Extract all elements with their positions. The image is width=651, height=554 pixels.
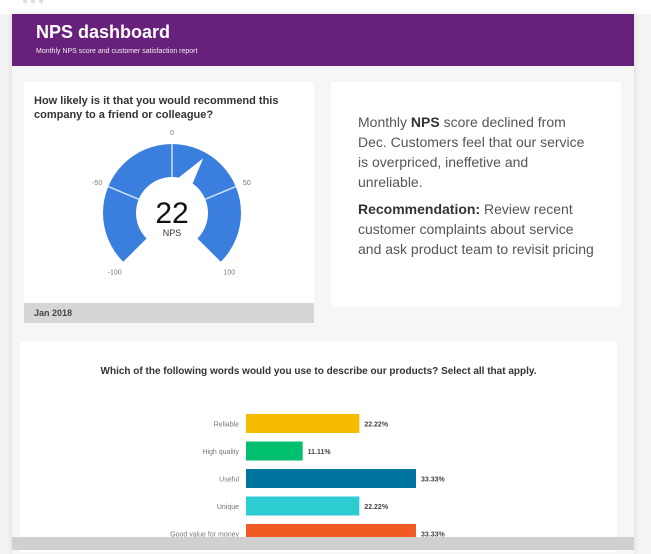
bar-value-label: 33.33%: [421, 532, 446, 539]
chart-title: Which of the following words would you u…: [100, 366, 537, 377]
dashboard-card: NPS dashboard Monthly NPS score and cust…: [12, 14, 634, 554]
bar-category-label: Unique: [217, 504, 239, 511]
gauge-date: Jan 2018: [24, 303, 314, 323]
bar-category-label: Reliable: [214, 422, 239, 429]
gauge-value: 22: [155, 197, 188, 230]
bar-value-label: 11.11%: [308, 449, 332, 456]
gauge-tick-label: -50: [92, 180, 102, 187]
bar-category-label: High quality: [202, 449, 239, 456]
scrollbar-area[interactable]: [12, 537, 634, 550]
bar-value-label: 22.22%: [364, 504, 389, 511]
gauge-label: NPS: [163, 228, 182, 238]
insight-panel: Monthly NPS score declined from Dec. Cus…: [331, 82, 621, 307]
bar: [246, 469, 416, 488]
bar-value-label: 33.33%: [421, 477, 446, 484]
bar-chart: Reliable 22.22% High quality 11.11% Useful 33…: [170, 414, 446, 543]
gauge-arc: [103, 144, 242, 262]
window-topbar: ●●●: [0, 0, 651, 14]
insight-text: Monthly NPS score declined from Dec. Cus…: [358, 114, 585, 190]
nps-gauge-panel: How likely is it that you would recommen…: [24, 82, 314, 323]
bar-value-label: 22.22%: [364, 422, 389, 429]
bar-category-label: Useful: [219, 477, 239, 484]
gauge-tick-label: -100: [108, 269, 122, 276]
gauge-tick-label: 0: [170, 130, 174, 137]
gauge-tick-label: 100: [223, 269, 235, 276]
recommendation-text: Recommendation: Review recent customer c…: [358, 201, 594, 257]
gauge-divider: [107, 185, 140, 200]
bar-category-label: Good value for money: [170, 532, 239, 539]
gauge-divider: [204, 185, 237, 200]
word-chart-panel: Which of the following words would you u…: [20, 342, 617, 552]
bar: [246, 441, 303, 461]
bar: [246, 414, 360, 433]
page-title: NPS dashboard: [36, 22, 171, 42]
window-dots-icon: ●●●: [22, 0, 47, 7]
page-subtitle: Monthly NPS score and customer satisfact…: [36, 48, 198, 55]
gauge-pointer: [176, 158, 204, 186]
gauge-tick-label: 50: [243, 180, 251, 187]
bar: [246, 496, 360, 516]
gauge-question: How likely is it that you would recommen…: [34, 95, 279, 121]
header: NPS dashboard Monthly NPS score and cust…: [12, 14, 634, 66]
